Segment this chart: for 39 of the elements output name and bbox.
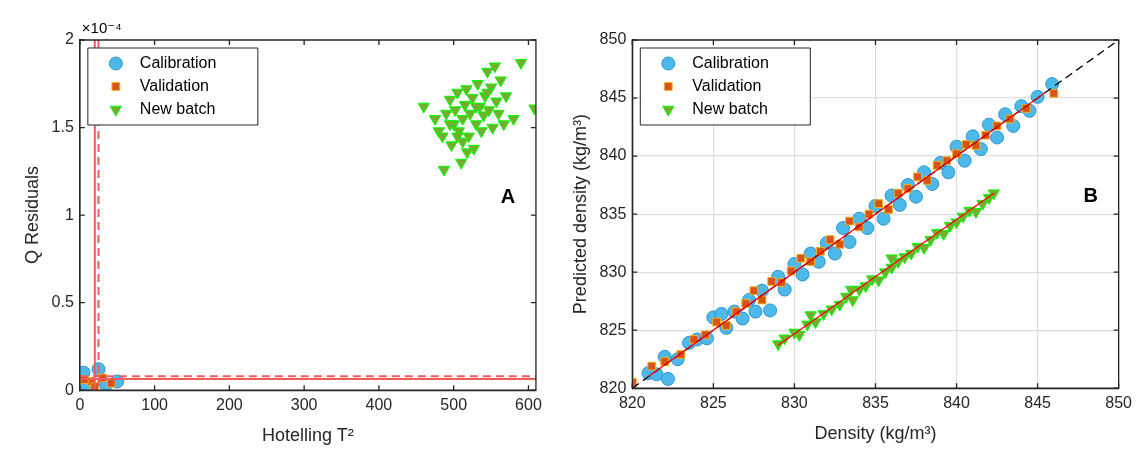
y-tick-label: 830 xyxy=(599,262,627,280)
x-tick-label: 835 xyxy=(862,394,889,412)
x-tick-label: 845 xyxy=(1024,394,1052,412)
y-tick-label: 0.5 xyxy=(51,293,74,311)
x-tick-label: 500 xyxy=(440,396,468,414)
y-tick-label: 835 xyxy=(599,204,627,222)
x-tick-label: 0 xyxy=(75,396,85,414)
legend-label: Validation xyxy=(139,76,209,94)
x-tick-label: 840 xyxy=(943,394,970,412)
x-tick-label: 600 xyxy=(515,396,542,414)
legend-label: Calibration xyxy=(692,53,769,71)
y-tick-label: 1.5 xyxy=(51,117,74,135)
y-tick-label: 825 xyxy=(599,320,627,338)
x-tick-label: 820 xyxy=(618,394,646,412)
y-axis-title: Q Residuals xyxy=(21,166,42,265)
y-tick-label: 840 xyxy=(599,146,627,164)
x-tick-label: 100 xyxy=(141,396,169,414)
annotation: A xyxy=(500,185,516,208)
y-tick-label: 2 xyxy=(64,30,74,48)
legend-label: Calibration xyxy=(139,53,217,71)
legend-label: New batch xyxy=(692,99,768,117)
x-tick-label: 300 xyxy=(290,396,318,414)
x-tick-label: 400 xyxy=(365,396,393,414)
x-axis-title: Density (kg/m³) xyxy=(814,423,937,444)
x-tick-label: 200 xyxy=(216,396,243,414)
y-tick-label: 0 xyxy=(64,380,74,398)
x-tick-label: 830 xyxy=(781,394,808,412)
x-tick-label: 825 xyxy=(700,394,727,412)
legend-label: New batch xyxy=(139,99,216,117)
text: ×10⁻⁴ xyxy=(81,18,122,36)
y-tick-label: 1 xyxy=(64,205,74,223)
x-tick-label: 850 xyxy=(1105,394,1133,412)
y-axis-title: Predicted density (kg/m³) xyxy=(569,114,590,315)
legend-label: Validation xyxy=(692,76,762,94)
y-tick-label: 845 xyxy=(599,88,627,106)
annotation: B xyxy=(1083,184,1098,207)
x-axis-title: Hotelling T² xyxy=(262,425,354,446)
y-tick-label: 850 xyxy=(599,30,627,48)
y-tick-label: 820 xyxy=(599,378,627,396)
